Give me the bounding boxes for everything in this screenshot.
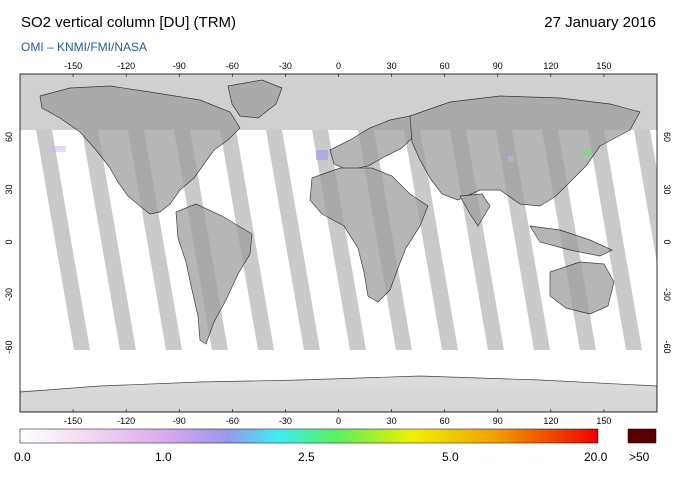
lon-tick-label: 60 — [440, 416, 450, 426]
lon-tick-label: -90 — [173, 61, 186, 71]
lon-tick-label: 0 — [336, 61, 341, 71]
lat-tick-label-left: 30 — [4, 184, 14, 194]
colorbar-label-4: 20.0 — [584, 450, 608, 464]
asia — [409, 95, 641, 207]
north-america — [39, 85, 241, 215]
lon-tick-label: 150 — [596, 416, 611, 426]
colorbar-label-5: >50 — [629, 450, 650, 464]
so2-signal-patches — [50, 146, 592, 162]
lon-tick-label: -120 — [117, 61, 135, 71]
lat-tick-label-right: -60 — [662, 340, 672, 353]
map-title: SO2 vertical column [DU] (TRM) — [21, 14, 237, 31]
lon-tick-label: 150 — [596, 61, 611, 71]
lat-tick-label-right: 0 — [662, 239, 672, 244]
africa — [309, 167, 429, 303]
maritime-southeast-asia — [529, 225, 613, 257]
colorbar-overflow-box — [627, 428, 657, 444]
india — [459, 193, 491, 227]
lon-tick-label: -30 — [279, 416, 292, 426]
lat-tick-label-right: 30 — [662, 184, 672, 194]
map-content — [20, 74, 657, 412]
axis-ticks: -150 -150 -120 -120 -90 -90 -60 -60 -30 -30 0 0 30 30… — [4, 61, 672, 426]
lon-tick-label: -150 — [64, 61, 82, 71]
orbit-gap-stripe — [404, 130, 458, 350]
continents — [20, 79, 657, 412]
lon-tick-label: 60 — [440, 61, 450, 71]
lat-tick-label-left: -60 — [4, 340, 14, 353]
orbit-gap-stripe — [82, 130, 136, 350]
colorbar-label-2: 2.5 — [298, 450, 315, 464]
colorbar-label-1: 1.0 — [155, 450, 172, 464]
colorbar — [19, 428, 599, 444]
antarctica — [20, 375, 657, 412]
lat-tick-label-right: -30 — [662, 288, 672, 301]
lat-tick-label-left: 60 — [4, 132, 14, 142]
orbit-gap-stripe — [634, 130, 657, 264]
colorbar-label-3: 5.0 — [442, 450, 459, 464]
lat-tick-label-left: -30 — [4, 288, 14, 301]
lon-tick-label: 120 — [543, 416, 558, 426]
colorbar-label-0: 0.0 — [14, 450, 31, 464]
lon-tick-label: -60 — [226, 416, 239, 426]
lon-tick-label: 90 — [493, 61, 503, 71]
lon-tick-label: 120 — [543, 61, 558, 71]
map-date: 27 January 2016 — [544, 14, 656, 31]
orbit-gap-stripe — [36, 130, 90, 350]
australia — [549, 261, 615, 315]
lon-tick-label: -30 — [279, 61, 292, 71]
data-source: OMI – KNMI/FMI/NASA — [21, 40, 148, 54]
lon-tick-label: 30 — [387, 416, 397, 426]
lat-tick-label-right: 60 — [662, 132, 672, 142]
so2-patch-east-asia — [584, 150, 592, 156]
lon-tick-label: 30 — [387, 61, 397, 71]
south-america — [175, 203, 253, 345]
so2-patch-pacific — [50, 146, 66, 152]
lon-tick-label: 90 — [493, 416, 503, 426]
lon-tick-label: -120 — [117, 416, 135, 426]
so2-patch-europe — [316, 150, 328, 160]
orbit-gap-stripe — [588, 130, 642, 350]
lat-tick-label-left: 0 — [4, 239, 14, 244]
so2-patch-asia — [508, 156, 514, 162]
lon-tick-label: -150 — [64, 416, 82, 426]
orbit-gap-stripe — [266, 130, 320, 350]
lon-tick-label: -60 — [226, 61, 239, 71]
lon-tick-label: -90 — [173, 416, 186, 426]
greenland — [227, 79, 283, 119]
lon-tick-label: 0 — [336, 416, 341, 426]
